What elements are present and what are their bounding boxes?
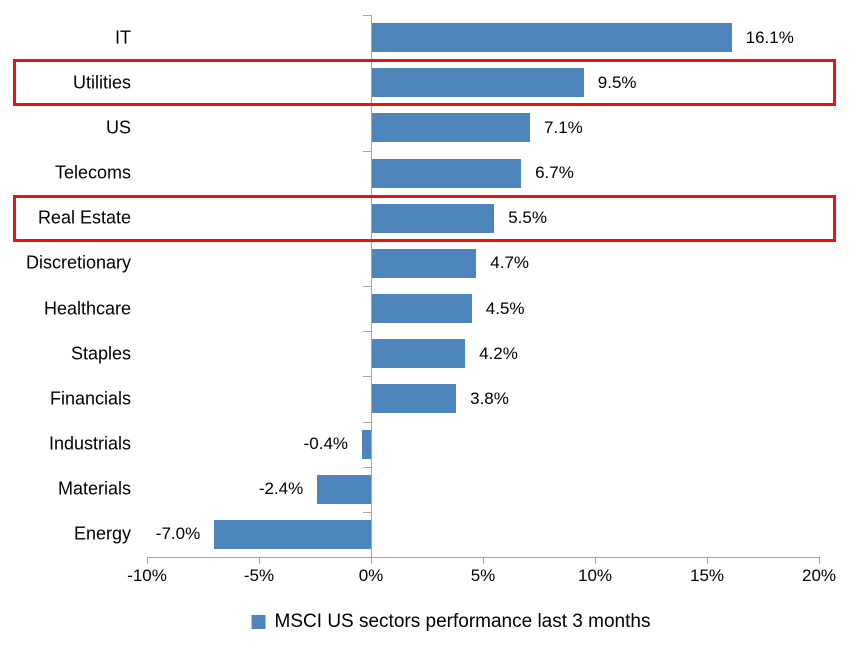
y-axis-tick bbox=[363, 286, 371, 288]
bar bbox=[371, 158, 522, 188]
value-label: 7.1% bbox=[544, 117, 583, 137]
bar bbox=[362, 429, 371, 459]
value-label: -2.4% bbox=[258, 479, 304, 499]
x-tick-label: 20% bbox=[801, 566, 837, 585]
x-tick-label: 0% bbox=[358, 566, 384, 585]
category-label: US bbox=[105, 117, 131, 138]
x-axis-tick bbox=[819, 557, 820, 564]
x-axis-tick bbox=[147, 557, 148, 564]
y-axis-tick bbox=[363, 195, 371, 197]
y-axis-tick bbox=[363, 240, 371, 242]
category-label: Healthcare bbox=[43, 298, 131, 319]
x-tick-label: -10% bbox=[127, 566, 167, 585]
x-axis-tick bbox=[595, 557, 596, 564]
x-axis-tick bbox=[371, 557, 372, 564]
value-label: 16.1% bbox=[745, 27, 794, 47]
value-label: 9.5% bbox=[597, 72, 637, 92]
x-tick-label: 10% bbox=[577, 566, 613, 585]
x-axis-tick bbox=[483, 557, 484, 564]
category-label: IT bbox=[115, 27, 131, 48]
category-label: Materials bbox=[57, 478, 131, 499]
category-label: Telecoms bbox=[54, 162, 131, 183]
x-tick-label: -5% bbox=[243, 566, 275, 585]
bar bbox=[371, 339, 466, 369]
bar bbox=[317, 474, 371, 504]
x-axis-tick bbox=[707, 557, 708, 564]
bar bbox=[371, 68, 584, 98]
category-label: Discretionary bbox=[25, 252, 131, 273]
bar bbox=[371, 113, 531, 143]
y-axis-line bbox=[371, 15, 372, 564]
value-label: 4.5% bbox=[485, 298, 525, 318]
y-axis-tick bbox=[363, 466, 371, 468]
category-label: Industrials bbox=[48, 433, 131, 454]
y-axis-tick bbox=[363, 421, 371, 423]
value-label: 5.5% bbox=[508, 208, 547, 228]
x-axis-tick bbox=[259, 557, 260, 564]
bar bbox=[371, 384, 457, 414]
value-label: -0.4% bbox=[303, 434, 349, 454]
x-tick-label: 5% bbox=[470, 566, 496, 585]
category-label: Financials bbox=[49, 388, 131, 409]
legend-swatch-icon bbox=[251, 615, 266, 629]
value-label: 4.2% bbox=[479, 343, 518, 363]
y-axis-tick bbox=[363, 150, 371, 152]
bar bbox=[371, 294, 472, 324]
bar bbox=[214, 519, 371, 549]
category-label: Staples bbox=[70, 343, 131, 364]
y-axis-tick bbox=[363, 105, 371, 107]
y-axis-tick bbox=[363, 511, 371, 513]
category-label: Utilities bbox=[72, 72, 131, 93]
category-label: Energy bbox=[73, 523, 131, 544]
y-axis-tick bbox=[363, 15, 371, 16]
legend-label: MSCI US sectors performance last 3 month… bbox=[274, 611, 651, 632]
category-label: Real Estate bbox=[37, 207, 131, 228]
value-label: 4.7% bbox=[490, 253, 530, 273]
bar bbox=[371, 23, 732, 53]
y-axis-tick bbox=[363, 376, 371, 378]
value-label: 6.7% bbox=[535, 163, 574, 183]
bar bbox=[371, 248, 477, 278]
bar bbox=[371, 203, 495, 233]
legend: MSCI US sectors performance last 3 month… bbox=[251, 611, 651, 633]
x-tick-label: 15% bbox=[689, 566, 725, 585]
value-label: 3.8% bbox=[470, 388, 509, 408]
y-axis-tick bbox=[363, 60, 371, 62]
y-axis-tick bbox=[363, 331, 371, 333]
value-label: -7.0% bbox=[155, 524, 201, 544]
